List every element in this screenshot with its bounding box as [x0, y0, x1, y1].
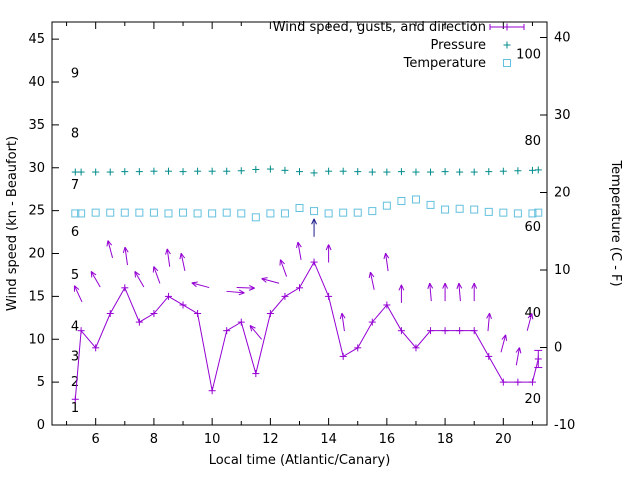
- left-tick-label: 0: [37, 418, 45, 433]
- beaufort-label: 8: [71, 126, 79, 141]
- legend: Wind speed, gusts, and direction Pressure…: [273, 20, 525, 71]
- beaufort-label: 9: [71, 66, 79, 81]
- left-tick-label: 30: [28, 161, 45, 176]
- right-tick-label: 40: [554, 31, 571, 46]
- right-tick-label: 10: [554, 263, 571, 278]
- left-axis: 0 5 10 15 20 25 30 35 40 45 Wind speed (kn - Beauf…: [5, 32, 59, 433]
- left-axis-title: Wind speed (kn - Beaufort): [5, 136, 20, 311]
- beaufort-label: 2: [71, 375, 79, 390]
- x-axis-title: Local time (Atlantic/Canary): [209, 453, 391, 468]
- beaufort-label: 1: [71, 401, 79, 416]
- fahrenheit-label: 80: [524, 134, 541, 149]
- legend-label-wind: Wind speed, gusts, and direction: [273, 20, 486, 35]
- plot-frame: [51, 21, 548, 426]
- x-tick-label: 8: [150, 432, 158, 447]
- x-tick-label: 20: [495, 432, 512, 447]
- x-tick-label: 12: [262, 432, 279, 447]
- gust-arrows: [73, 218, 534, 366]
- left-tick-label: 45: [28, 32, 45, 47]
- wind-errorbar: [534, 349, 543, 369]
- legend-label-pressure: Pressure: [430, 38, 486, 53]
- right-tick-label: 20: [554, 186, 571, 201]
- fahrenheit-label: 20: [524, 392, 541, 407]
- left-tick-label: 25: [28, 204, 45, 219]
- x-tick-label: 14: [320, 432, 337, 447]
- left-tick-label: 5: [37, 375, 45, 390]
- pressure-series: [71, 165, 542, 177]
- right-tick-label: 0: [554, 341, 562, 356]
- fahrenheit-label: 60: [524, 220, 541, 235]
- right-tick-label: -10: [554, 418, 575, 433]
- temperature-series: [71, 195, 543, 222]
- right-axis-title: Temperature (C - F): [608, 159, 623, 286]
- beaufort-label: 6: [71, 225, 79, 240]
- x-tick-label: 16: [379, 432, 396, 447]
- beaufort-label: 5: [71, 268, 79, 283]
- beaufort-labels: 1 2 3 4 5 6 7 8 9: [71, 66, 79, 415]
- beaufort-label: 3: [71, 349, 79, 364]
- beaufort-label: 7: [71, 178, 79, 193]
- left-tick-label: 35: [28, 118, 45, 133]
- x-tick-label: 6: [92, 432, 100, 447]
- x-tick-label: 18: [437, 432, 454, 447]
- left-tick-label: 15: [28, 289, 45, 304]
- left-tick-label: 40: [28, 75, 45, 90]
- fahrenheit-label: 100: [516, 48, 541, 63]
- legend-label-temperature: Temperature: [403, 56, 486, 71]
- right-tick-label: 30: [554, 108, 571, 123]
- beaufort-label: 4: [71, 319, 79, 334]
- right-axis: -10 0 10 20 30 40 Temperature (C - F): [540, 31, 623, 433]
- wind-series: [71, 258, 542, 403]
- left-tick-label: 10: [28, 332, 45, 347]
- left-tick-label: 20: [28, 247, 45, 262]
- x-tick-label: 10: [204, 432, 221, 447]
